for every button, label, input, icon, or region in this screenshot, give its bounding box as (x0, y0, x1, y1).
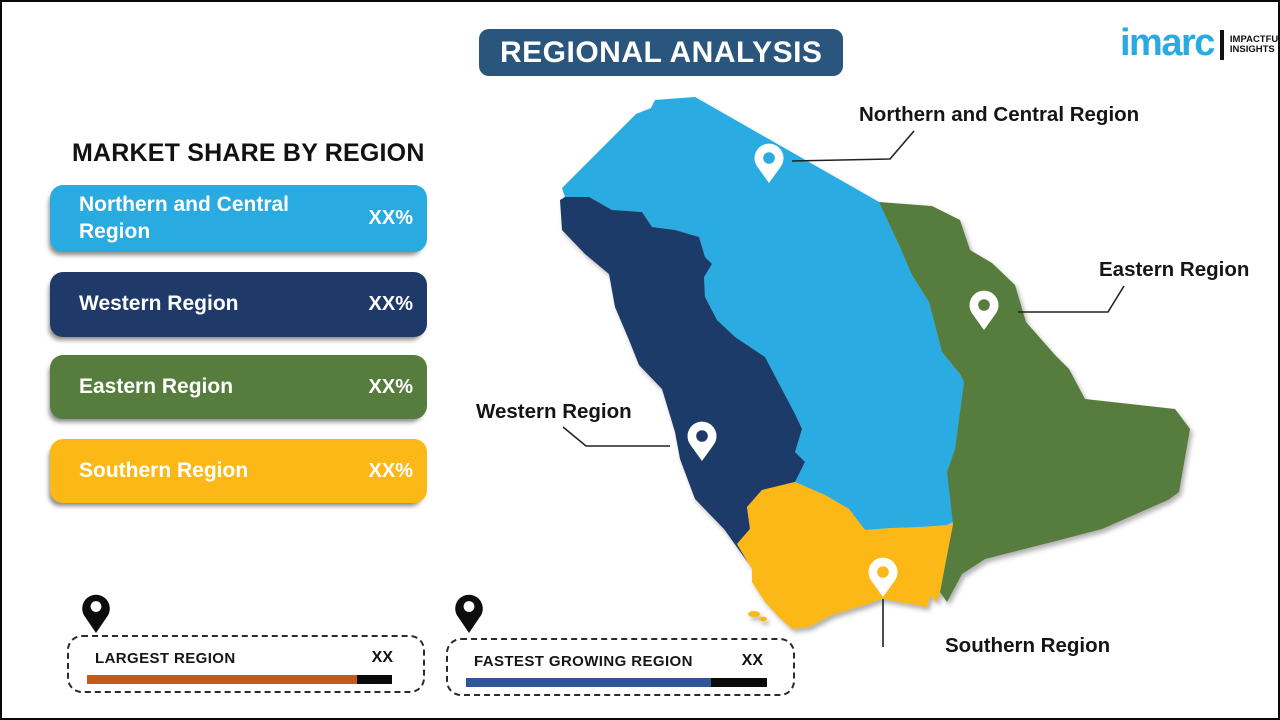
region-bar-value: XX% (368, 375, 413, 398)
region-bar-label: Southern Region (79, 458, 249, 482)
page-title: REGIONAL ANALYSIS (479, 29, 844, 76)
leader-line-eastern (1018, 285, 1125, 313)
region-bar-eastern: Eastern Region XX% (50, 355, 427, 419)
market-share-heading: MARKET SHARE BY REGION (72, 139, 425, 167)
largest-region-pin-icon (82, 594, 110, 633)
region-bar-value: XX% (368, 293, 413, 315)
imarc-logo: imarc IMPACTFUL INSIGHTS (1120, 24, 1280, 62)
saudi-arabia-map (560, 97, 1190, 647)
map-region-western (560, 197, 805, 569)
map-pin-northern (754, 143, 784, 183)
map-label-northern-central: Northern and Central Region (859, 103, 1140, 126)
leader-line-western (562, 426, 670, 447)
region-bar-label: Eastern Region (79, 374, 234, 398)
map-pin-western (687, 421, 717, 461)
map-region-eastern (879, 202, 1190, 602)
region-bar-western: Western Region XX% (50, 272, 427, 337)
region-bar-value: XX% (368, 459, 413, 482)
region-bar-value: XX% (368, 207, 413, 229)
map-label-western: Western Region (476, 400, 632, 423)
fastest-growing-region-label: FASTEST GROWING REGION (474, 653, 693, 670)
region-bar-label: Western Region (79, 292, 239, 316)
largest-region-value: XX (371, 649, 393, 666)
logo-divider (1219, 30, 1224, 60)
fastest-growing-region-pin-icon (455, 594, 483, 633)
fastest-growing-region-value: XX (741, 652, 763, 669)
region-bar-southern: Southern Region XX% (50, 439, 427, 503)
leader-line-southern (882, 599, 884, 647)
fastest-growing-region-bar (466, 678, 767, 687)
map-pin-eastern (969, 290, 999, 330)
map-label-southern: Southern Region (945, 634, 1111, 657)
largest-region-box: LARGEST REGION XX (67, 635, 425, 693)
region-bar-northern-central: Northern and Central Region XX% (50, 185, 427, 252)
map-region-northern-central (562, 97, 964, 530)
largest-region-bar (87, 675, 392, 684)
map-pin-southern (868, 557, 898, 597)
fastest-growing-region-box: FASTEST GROWING REGION XX (446, 638, 795, 696)
map-island (759, 616, 767, 622)
region-bar-label: Northern and Central Region (79, 193, 290, 243)
map-region-southern (737, 482, 953, 629)
map-label-eastern: Eastern Region (1099, 258, 1250, 281)
logo-brand-text: imarc (1120, 22, 1215, 64)
leader-line-northern (791, 130, 915, 162)
logo-tagline: IMPACTFUL INSIGHTS (1229, 33, 1280, 55)
map-island (748, 611, 760, 617)
largest-region-label: LARGEST REGION (95, 650, 236, 667)
